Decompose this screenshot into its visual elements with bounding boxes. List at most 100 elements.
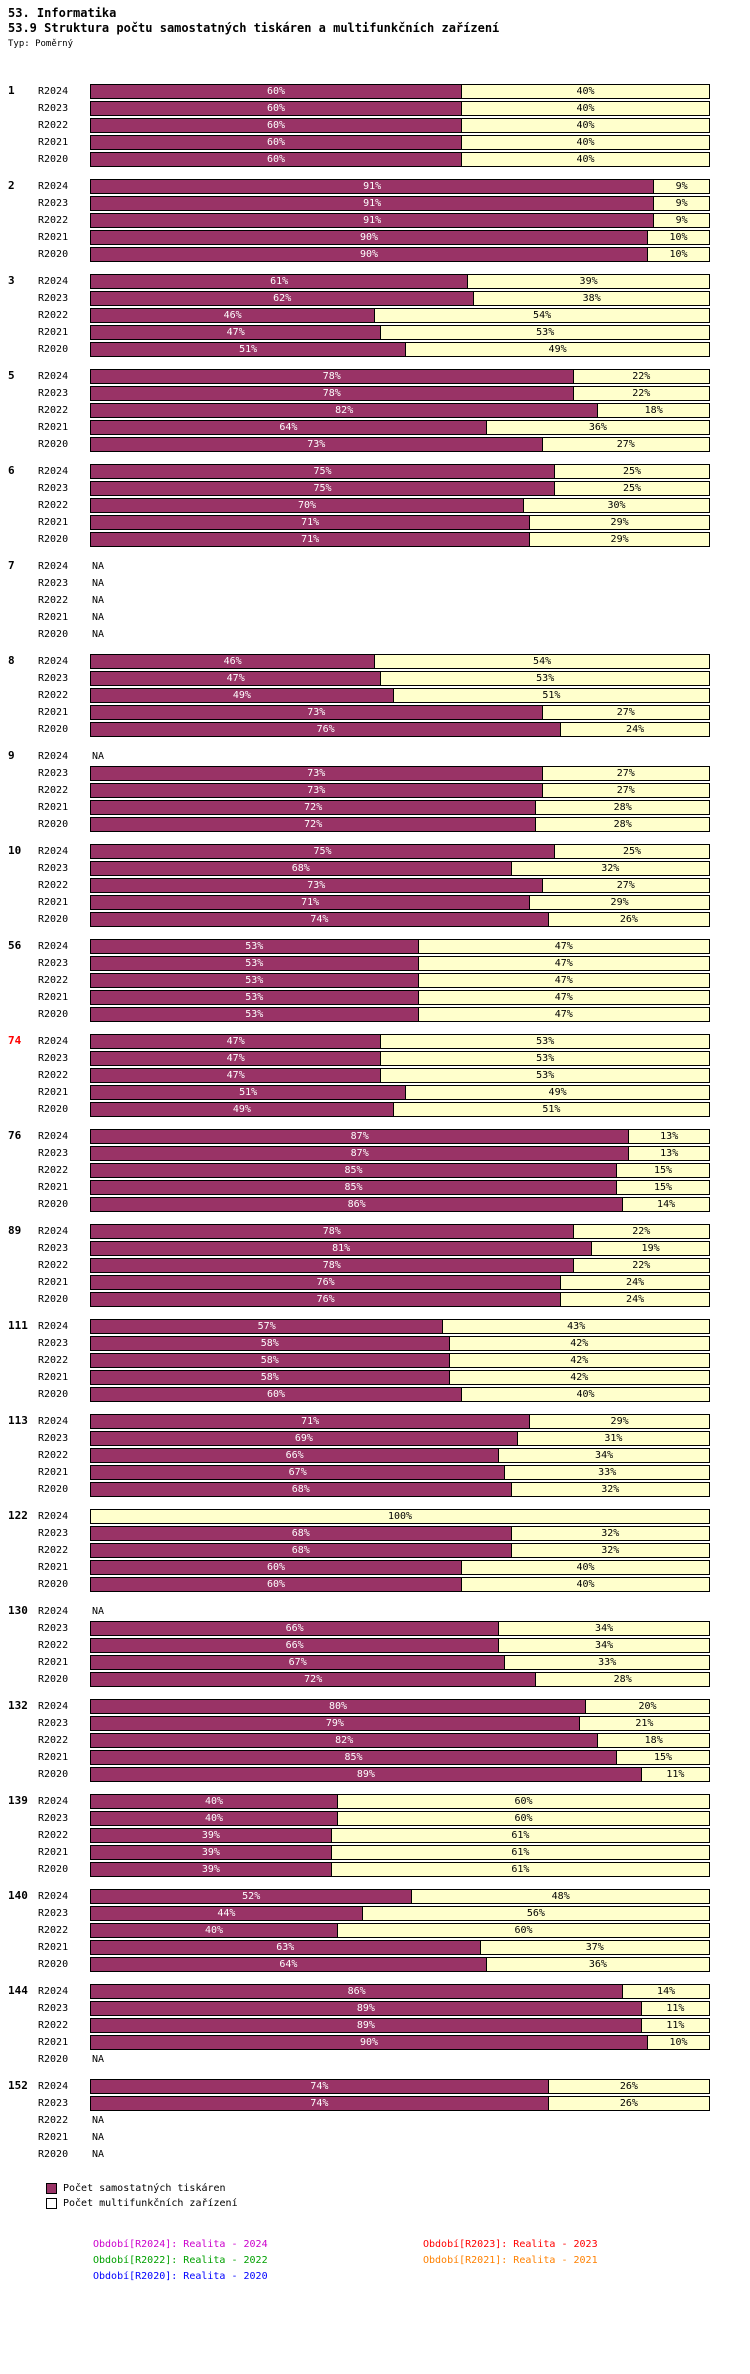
bar-row: R2022 78% 22%	[38, 1257, 710, 1274]
printers-segment: 85%	[90, 1750, 617, 1765]
printers-segment: 89%	[90, 2001, 642, 2016]
bar-row: R2022 40% 60%	[38, 1922, 710, 1939]
group-label: 56	[8, 939, 22, 952]
multifunction-segment: 9%	[654, 213, 710, 228]
period-label: R2024	[38, 1131, 69, 1142]
stacked-bar: 64% 36%	[90, 420, 710, 435]
bar-row: R2021 85% 15%	[38, 1749, 710, 1766]
group-label: 8	[8, 654, 15, 667]
multifunction-segment: 32%	[511, 861, 710, 876]
multifunction-segment: 47%	[418, 939, 710, 954]
group-label: 7	[8, 559, 15, 572]
bar-row: R2020 86% 14%	[38, 1196, 710, 1213]
multifunction-segment: 29%	[530, 515, 710, 530]
period-label: R2020	[38, 1959, 69, 1970]
bar-row: R2024 78% 22%	[38, 1223, 710, 1240]
stacked-bar: 49% 51%	[90, 688, 710, 703]
printers-segment: 46%	[90, 654, 376, 669]
multifunction-segment: 60%	[338, 1923, 710, 1938]
bar-row: R2020 51% 49%	[38, 341, 710, 358]
stacked-bar: 68% 32%	[90, 1482, 710, 1497]
period-label: R2020	[38, 154, 69, 165]
stacked-bar: 46% 54%	[90, 654, 710, 669]
legend-swatch	[46, 2183, 57, 2194]
stacked-bar: 40% 60%	[90, 1811, 710, 1826]
stacked-bar: 60% 40%	[90, 1560, 710, 1575]
stacked-bar: 52% 48%	[90, 1889, 710, 1904]
period-label: R2023	[38, 1718, 69, 1729]
bar-row: R2024 86% 14%	[38, 1983, 710, 2000]
period-legend-entry: Období[R2020]: Realita - 2020	[93, 2271, 268, 2282]
stacked-bar: 69% 31%	[90, 1431, 710, 1446]
multifunction-segment: 40%	[462, 84, 710, 99]
stacked-bar: 78% 22%	[90, 1258, 710, 1273]
group-label: 122	[8, 1509, 28, 1522]
period-label: R2023	[38, 1433, 69, 1444]
bar-row: R2020 76% 24%	[38, 721, 710, 738]
stacked-bar: 72% 28%	[90, 1672, 710, 1687]
multifunction-segment: 53%	[381, 1068, 710, 1083]
stacked-bar: 79% 21%	[90, 1716, 710, 1731]
period-label: R2023	[38, 2003, 69, 2014]
multifunction-segment: 29%	[530, 532, 710, 547]
printers-segment: 75%	[90, 844, 555, 859]
printers-segment: 61%	[90, 274, 469, 289]
multifunction-segment: 40%	[462, 152, 710, 167]
printers-segment: 49%	[90, 1102, 394, 1117]
period-label: R2022	[38, 215, 69, 226]
period-label: R2024	[38, 1701, 69, 1712]
printers-segment: 60%	[90, 135, 462, 150]
multifunction-segment: 10%	[648, 230, 710, 245]
stacked-bar: 47% 53%	[90, 671, 710, 686]
bar-row: R2020 90% 10%	[38, 246, 710, 263]
group-label: 3	[8, 274, 15, 287]
bar-row: R2022 NA	[38, 592, 104, 609]
bar-row: R2024 71% 29%	[38, 1413, 710, 1430]
stacked-bar: 81% 19%	[90, 1241, 710, 1256]
printers-segment: 67%	[90, 1655, 506, 1670]
legend-item: Počet samostatných tiskáren	[46, 2181, 750, 2196]
stacked-bar: 51% 49%	[90, 342, 710, 357]
stacked-bar: 49% 51%	[90, 1102, 710, 1117]
stacked-bar: 75% 25%	[90, 844, 710, 859]
stacked-bar: 76% 24%	[90, 722, 710, 737]
printers-segment: 75%	[90, 481, 555, 496]
multifunction-segment: 38%	[474, 291, 710, 306]
bar-row: R2023 69% 31%	[38, 1430, 710, 1447]
period-label: R2024	[38, 466, 69, 477]
printers-segment: 69%	[90, 1431, 518, 1446]
stacked-bar: 89% 11%	[90, 1767, 710, 1782]
stacked-bar: 58% 42%	[90, 1336, 710, 1351]
bar-row: R2024 52% 48%	[38, 1888, 710, 1905]
printers-segment: 53%	[90, 1007, 419, 1022]
multifunction-segment: 36%	[486, 420, 710, 435]
period-label: R2020	[38, 1484, 69, 1495]
multifunction-segment: 56%	[362, 1906, 710, 1921]
na-label: NA	[92, 629, 105, 640]
stacked-bar: 39% 61%	[90, 1845, 710, 1860]
multifunction-segment: 61%	[331, 1845, 710, 1860]
period-label: R2024	[38, 1986, 69, 1997]
stacked-bar: 75% 25%	[90, 464, 710, 479]
bar-row: R2022 49% 51%	[38, 687, 710, 704]
period-label: R2020	[38, 1389, 69, 1400]
period-label: R2022	[38, 120, 69, 131]
printers-segment: 49%	[90, 688, 394, 703]
group-label: 1	[8, 84, 15, 97]
multifunction-segment: 11%	[641, 2018, 710, 2033]
stacked-bar: 71% 29%	[90, 1414, 710, 1429]
stacked-bar: 39% 61%	[90, 1862, 710, 1877]
section-title: 53. Informatika	[8, 6, 117, 20]
printers-segment: 63%	[90, 1940, 481, 1955]
printers-segment: 47%	[90, 1068, 382, 1083]
period-label: R2024	[38, 276, 69, 287]
period-label: R2023	[38, 483, 69, 494]
period-label: R2023	[38, 1243, 69, 1254]
stacked-bar: 86% 14%	[90, 1197, 710, 1212]
stacked-bar: 71% 29%	[90, 532, 710, 547]
printers-segment: 53%	[90, 939, 419, 954]
bar-row: R2022 46% 54%	[38, 307, 710, 324]
na-label: NA	[92, 578, 105, 589]
stacked-bar: 47% 53%	[90, 325, 710, 340]
multifunction-segment: 22%	[573, 386, 710, 401]
